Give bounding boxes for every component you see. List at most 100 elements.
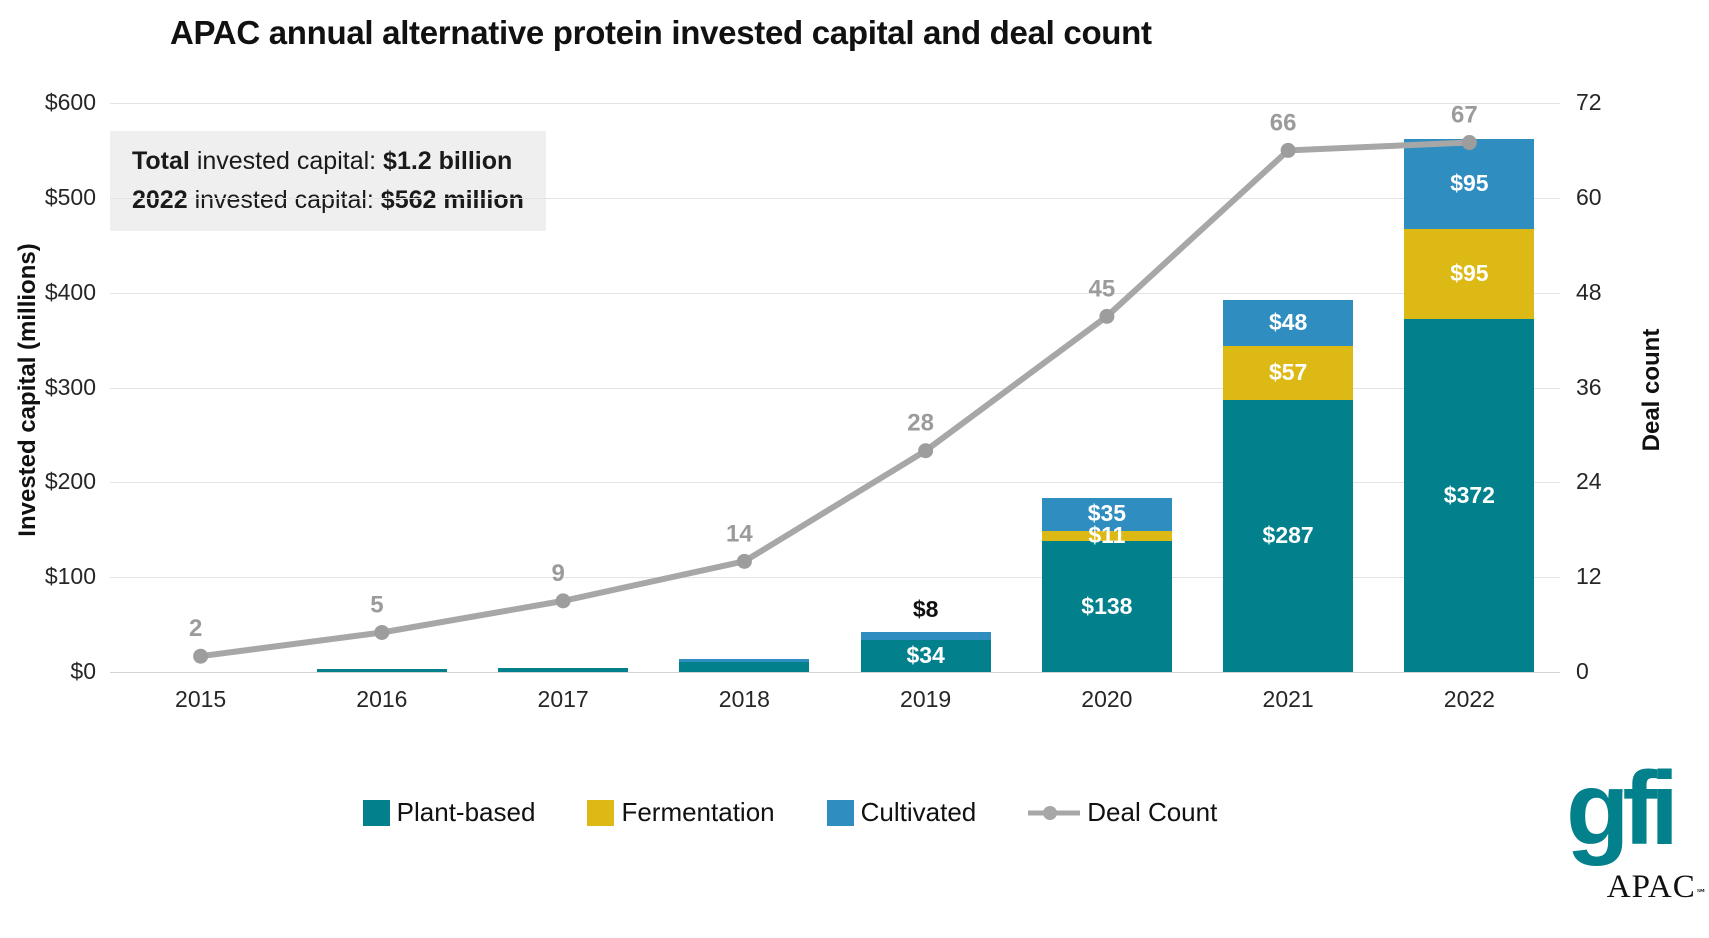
- deal-count-point: [1461, 135, 1477, 151]
- deal-count-point: [918, 443, 934, 459]
- deal-count-label: 66: [1270, 109, 1297, 136]
- gridline: [110, 103, 1560, 104]
- deal-count-label: 45: [1089, 275, 1116, 302]
- left-axis-tick-label: $200: [44, 468, 96, 495]
- x-axis-label: 2020: [1081, 686, 1133, 712]
- bar-segment-plant-based-2021: [1223, 399, 1354, 672]
- bar-segment-fermentation-2020: [1041, 530, 1172, 542]
- bar-segment-fermentation-2021: [1223, 345, 1354, 400]
- deal-count-line: [200, 139, 1470, 660]
- summary-line-2022: 2022 invested capital: $562 million: [132, 181, 524, 220]
- left-axis-tick-label: $300: [44, 373, 96, 400]
- bar-value-label: $57: [1268, 358, 1308, 385]
- bar-value-label: $11: [1088, 521, 1126, 548]
- left-axis-tick-label: $500: [44, 183, 96, 210]
- deal-count-label: 2: [189, 615, 202, 642]
- bar-segment-cultivated-2019: [860, 632, 991, 640]
- right-axis-tick-label: 72: [1576, 89, 1602, 115]
- right-axis-tick-label: 60: [1576, 183, 1602, 210]
- deal-count-point: [193, 648, 209, 664]
- deal-count-label: 67: [1451, 102, 1478, 129]
- deal-count-label: 5: [370, 591, 383, 618]
- gridline: [110, 387, 1560, 389]
- x-axis-label: 2018: [718, 686, 770, 712]
- legend-label: Fermentation: [621, 797, 775, 827]
- deal-count-label: 9: [551, 560, 564, 587]
- legend-swatch-icon: [362, 799, 390, 826]
- service-mark: ℠: [1695, 888, 1708, 900]
- right-axis-tick-label: 36: [1576, 373, 1602, 400]
- bar-segment-plant-based-2018: [679, 661, 810, 672]
- summary-text: $562 million: [380, 186, 524, 214]
- deal-count-point: [374, 624, 390, 640]
- gridline: [110, 197, 1560, 199]
- summary-text: $1.2 billion: [383, 147, 513, 175]
- x-axis-label: 2015: [175, 686, 227, 712]
- x-axis-label: 2021: [1262, 686, 1314, 712]
- bar-segment-fermentation-2022: [1404, 229, 1535, 320]
- gfi-logo-region: APAC℠: [1607, 869, 1708, 906]
- bar-value-label: $35: [1087, 500, 1127, 527]
- legend-swatch-icon: [587, 799, 615, 826]
- bar-segment-cultivated-2021: [1223, 300, 1354, 346]
- gridline: [110, 577, 1560, 579]
- summary-line-total: Total invested capital: $1.2 billion: [132, 142, 524, 181]
- right-axis-tick-label: 24: [1576, 468, 1602, 495]
- bar-value-label: $372: [1443, 481, 1495, 508]
- bar-value-label: $287: [1262, 521, 1314, 548]
- bar-value-label: $34: [906, 641, 945, 668]
- summary-text: invested capital:: [187, 186, 381, 214]
- legend-line-marker-icon: [1028, 805, 1081, 820]
- summary-text: invested capital:: [189, 147, 384, 175]
- right-axis-tick-label: 48: [1576, 278, 1602, 305]
- legend-item-fermentation: Fermentation: [587, 797, 775, 828]
- legend-item-plant-based: Plant-based: [362, 797, 536, 828]
- deal-count-point: [1099, 308, 1115, 324]
- legend-label: Deal Count: [1087, 797, 1218, 827]
- left-axis-tick-label: $600: [44, 89, 96, 115]
- gridline: [110, 482, 1560, 484]
- deal-count-point: [736, 553, 752, 569]
- legend-swatch-icon: [826, 799, 854, 826]
- bar-segment-cultivated-2022: [1404, 139, 1535, 230]
- x-axis-label: 2019: [900, 686, 952, 712]
- legend: Plant-based Fermentation Cultivated Deal Co…: [0, 797, 1580, 828]
- x-axis-label: 2016: [356, 686, 408, 712]
- deal-count-point: [555, 593, 571, 609]
- summary-box: Total invested capital: $1.2 billion 202…: [110, 131, 546, 231]
- deal-count-label: 28: [907, 410, 934, 437]
- legend-label: Plant-based: [396, 797, 536, 827]
- right-axis-tick-label: 12: [1576, 563, 1602, 590]
- deal-count-point: [1280, 142, 1296, 158]
- gfi-logo-text: gfi: [1566, 751, 1679, 867]
- bar-value-label: $8: [912, 596, 939, 623]
- bar-segment-plant-based-2017: [498, 668, 629, 672]
- gfi-apac-logo: gfi APAC℠: [1566, 752, 1709, 928]
- bar-value-label: $48: [1268, 309, 1308, 335]
- legend-item-deal-count: Deal Count: [1028, 797, 1217, 828]
- bar-segment-cultivated-2020: [1041, 497, 1172, 531]
- left-axis-tick-label: $400: [44, 278, 96, 305]
- deal-count-label: 14: [726, 520, 753, 547]
- left-axis-tick-label: $100: [44, 563, 96, 590]
- bar-value-label: $95: [1450, 170, 1489, 197]
- legend-label: Cultivated: [860, 797, 977, 827]
- gfi-logo-region-text: APAC: [1606, 869, 1696, 905]
- chart-title: APAC annual alternative protein invested…: [170, 14, 1152, 51]
- right-axis-tick-label: 0: [1576, 658, 1589, 684]
- gridline: [110, 292, 1560, 294]
- summary-text: Total: [132, 147, 190, 175]
- legend-item-cultivated: Cultivated: [826, 797, 977, 828]
- x-axis-label: 2017: [537, 686, 589, 712]
- bar-value-label: $138: [1081, 592, 1133, 619]
- bar-segment-cultivated-2018: [679, 658, 810, 662]
- bar-segment-plant-based-2020: [1041, 541, 1172, 672]
- summary-text: 2022: [132, 186, 188, 214]
- left-axis-tick-label: $0: [70, 658, 96, 684]
- bar-value-label: $95: [1450, 260, 1489, 287]
- bar-segment-plant-based-2016: [316, 669, 447, 672]
- gridline: [110, 672, 1560, 673]
- bar-segment-plant-based-2019: [860, 639, 991, 672]
